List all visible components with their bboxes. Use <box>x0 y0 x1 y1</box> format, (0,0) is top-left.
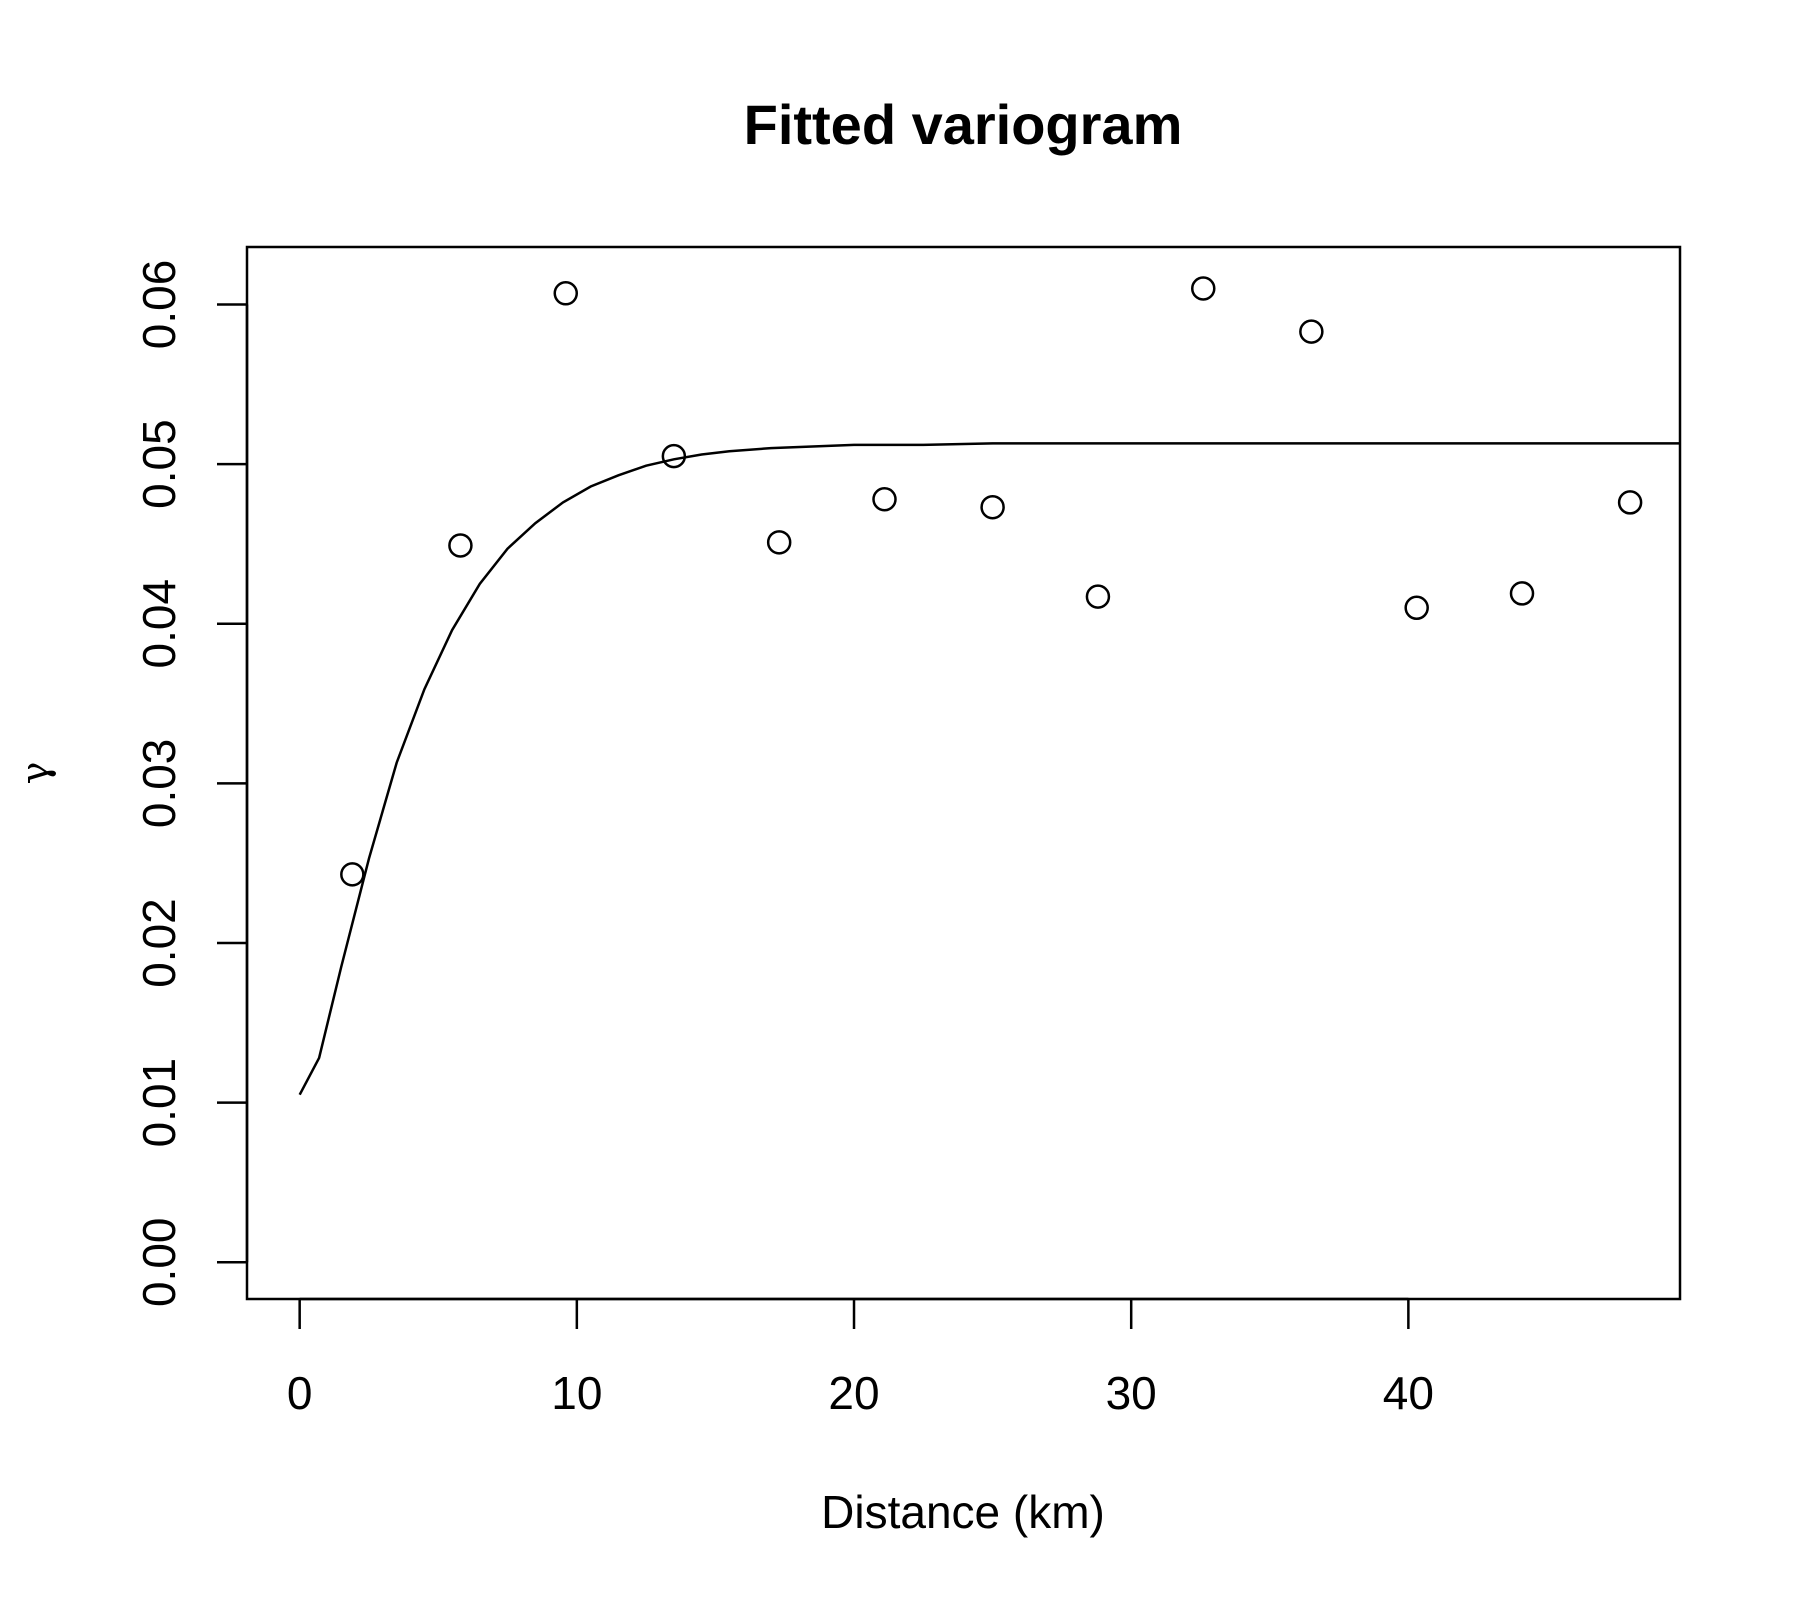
data-point <box>1509 581 1535 606</box>
data-point <box>872 486 897 512</box>
y-tick-label: 0.06 <box>133 260 185 350</box>
data-point <box>980 494 1005 520</box>
x-tick-label: 40 <box>1383 1367 1434 1419</box>
data-point <box>553 281 579 306</box>
y-tick-label: 0.02 <box>133 898 185 988</box>
y-tick-label: 0.01 <box>133 1058 185 1148</box>
x-axis: 0 10 20 30 40 <box>287 1297 1434 1419</box>
y-tick-label: 0.04 <box>133 579 185 669</box>
y-tick-label: 0.00 <box>133 1218 185 1308</box>
y-axis-label: γ <box>13 762 57 785</box>
y-axis: 0.00 0.01 0.02 0.03 0.04 0.05 0.06 <box>133 260 249 1308</box>
x-tick-label: 0 <box>287 1367 313 1419</box>
data-point <box>1085 584 1111 609</box>
points-layer <box>340 276 1643 887</box>
chart-title: Fitted variogram <box>744 93 1183 156</box>
data-point <box>1404 595 1429 621</box>
fitted-model-line <box>298 442 1680 1096</box>
data-point <box>766 530 792 555</box>
y-tick-label: 0.05 <box>133 419 185 509</box>
x-tick-label: 30 <box>1106 1367 1157 1419</box>
y-tick-label: 0.03 <box>133 739 185 829</box>
data-point <box>448 533 473 558</box>
model-curve-layer <box>298 442 1680 1096</box>
data-point <box>1617 490 1643 515</box>
data-point <box>661 443 687 469</box>
x-tick-label: 20 <box>828 1367 879 1419</box>
data-point <box>1191 276 1216 301</box>
data-point <box>340 862 365 887</box>
data-point <box>1299 319 1324 344</box>
x-tick-label: 10 <box>551 1367 602 1419</box>
x-axis-label: Distance (km) <box>821 1486 1105 1538</box>
